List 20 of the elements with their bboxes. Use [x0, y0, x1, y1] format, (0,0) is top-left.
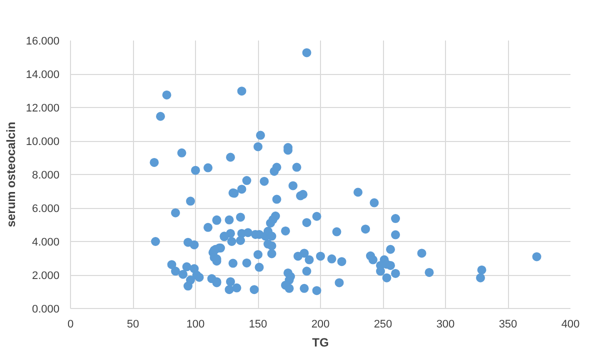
y-tick-label: 0.000: [32, 304, 60, 316]
y-tick-label: 10.000: [26, 136, 60, 148]
x-axis-title: TG: [312, 336, 329, 350]
y-tick-label: 12.000: [26, 102, 60, 114]
y-tick-label: 6.000: [32, 203, 60, 215]
y-tick-label: 4.000: [32, 236, 60, 248]
y-axis-title: serum osteocalcin: [4, 122, 18, 228]
x-tick-label: 200: [311, 318, 330, 330]
x-tick-label: 50: [126, 318, 140, 330]
x-tick-label: 150: [248, 318, 268, 330]
x-tick-label: 350: [498, 318, 518, 330]
y-tick-label: 16.000: [26, 36, 60, 48]
y-tick-label: 2.000: [32, 270, 60, 282]
x-tick-label: 0: [67, 318, 74, 330]
x-tick-label: 100: [186, 318, 205, 330]
y-tick-label: 14.000: [26, 69, 60, 81]
x-tick-label: 400: [561, 318, 580, 330]
x-tick-label: 250: [374, 318, 392, 330]
x-tick-label: 300: [436, 318, 455, 330]
y-tick-label: 8.000: [32, 170, 60, 182]
